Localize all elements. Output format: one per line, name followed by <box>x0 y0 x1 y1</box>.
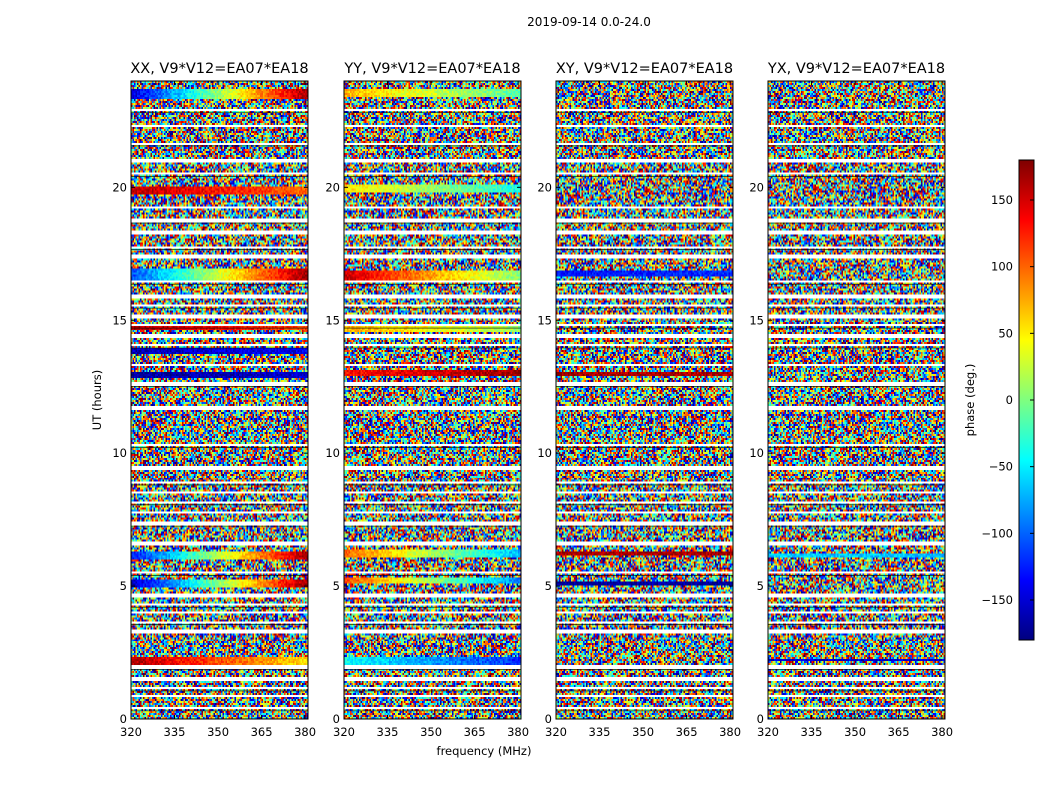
colorbar-tick-label: 0 <box>1006 393 1013 407</box>
y-tick-label: 15 <box>325 313 340 327</box>
panel-1-heatmap <box>131 81 308 719</box>
x-tick-label: 380 <box>719 725 741 739</box>
panel-3: XY, V9*V12=EA07*EA18 320 335 350 365 380 0 5 10 1… <box>537 61 741 739</box>
x-tick-label: 350 <box>844 725 866 739</box>
panel-2-frame <box>343 80 522 720</box>
y-tick-label: 5 <box>545 579 552 593</box>
y-tick-label: 0 <box>120 712 127 726</box>
x-tick-label: 320 <box>120 725 142 739</box>
x-tick-label: 350 <box>632 725 654 739</box>
colorbar-tick-label: 150 <box>991 193 1013 207</box>
x-tick-label: 365 <box>251 725 273 739</box>
colorbar-tick-label: 50 <box>998 326 1013 340</box>
panel-1-frame <box>130 80 309 720</box>
x-tick-label: 380 <box>931 725 953 739</box>
panel-4: YX, V9*V12=EA07*EA18 320 335 350 365 380 0 5 10 1… <box>749 61 953 739</box>
x-tick-label: 335 <box>589 725 611 739</box>
y-tick-label: 0 <box>757 712 764 726</box>
x-tick-label: 350 <box>207 725 229 739</box>
panel-3-heatmap <box>556 81 733 719</box>
x-axis-label: frequency (MHz) <box>437 744 532 758</box>
y-tick-label: 10 <box>325 446 340 460</box>
y-tick-label: 10 <box>112 446 127 460</box>
y-axis-label: UT (hours) <box>90 370 104 430</box>
x-tick-label: 365 <box>464 725 486 739</box>
x-tick-label: 320 <box>545 725 567 739</box>
x-tick-label: 380 <box>507 725 529 739</box>
colorbar: 150 100 50 0 −50 −100 −150 <box>981 159 1035 641</box>
y-tick-label: 10 <box>537 446 552 460</box>
figure-suptitle: 2019-09-14 0.0-24.0 <box>527 15 651 29</box>
panel-2-title: YY, V9*V12=EA07*EA18 <box>343 61 520 77</box>
x-tick-label: 320 <box>757 725 779 739</box>
x-tick-label: 335 <box>801 725 823 739</box>
x-tick-label: 335 <box>377 725 399 739</box>
x-tick-label: 320 <box>333 725 355 739</box>
y-tick-label: 5 <box>333 579 340 593</box>
x-tick-label: 335 <box>164 725 186 739</box>
x-tick-label: 365 <box>676 725 698 739</box>
panel-1-title: XX, V9*V12=EA07*EA18 <box>130 61 308 77</box>
colorbar-tick-label: −150 <box>981 593 1013 607</box>
y-tick-label: 15 <box>537 313 552 327</box>
y-tick-label: 20 <box>537 180 552 194</box>
y-tick-label: 20 <box>325 180 340 194</box>
colorbar-tick-label: −50 <box>989 460 1013 474</box>
panel-4-title: YX, V9*V12=EA07*EA18 <box>767 61 945 77</box>
panel-4-frame <box>767 80 946 720</box>
panel-3-frame <box>555 80 734 720</box>
panel-4-heatmap <box>768 81 945 719</box>
panels-group: XX, V9*V12=EA07*EA18 320 335 350 365 380 0 5 10 1… <box>112 61 953 739</box>
x-tick-label: 380 <box>294 725 316 739</box>
y-tick-label: 0 <box>333 712 340 726</box>
panel-3-title: XY, V9*V12=EA07*EA18 <box>556 61 733 77</box>
colorbar-tick-label: −100 <box>981 526 1013 540</box>
y-tick-label: 15 <box>112 313 127 327</box>
panel-2-heatmap <box>344 81 521 719</box>
y-tick-label: 5 <box>120 579 127 593</box>
panel-1: XX, V9*V12=EA07*EA18 320 335 350 365 380 0 5 10 1… <box>112 61 316 739</box>
y-tick-label: 15 <box>749 313 764 327</box>
panel-2: YY, V9*V12=EA07*EA18 320 335 350 365 380 0 5 10 1… <box>325 61 529 739</box>
y-tick-label: 0 <box>545 712 552 726</box>
colorbar-label: phase (deg.) <box>963 364 977 437</box>
x-tick-label: 350 <box>420 725 442 739</box>
y-tick-label: 20 <box>112 180 127 194</box>
colorbar-tick-label: 100 <box>991 260 1013 274</box>
x-tick-label: 365 <box>888 725 910 739</box>
y-tick-label: 10 <box>749 446 764 460</box>
y-tick-label: 5 <box>757 579 764 593</box>
y-tick-label: 20 <box>749 180 764 194</box>
